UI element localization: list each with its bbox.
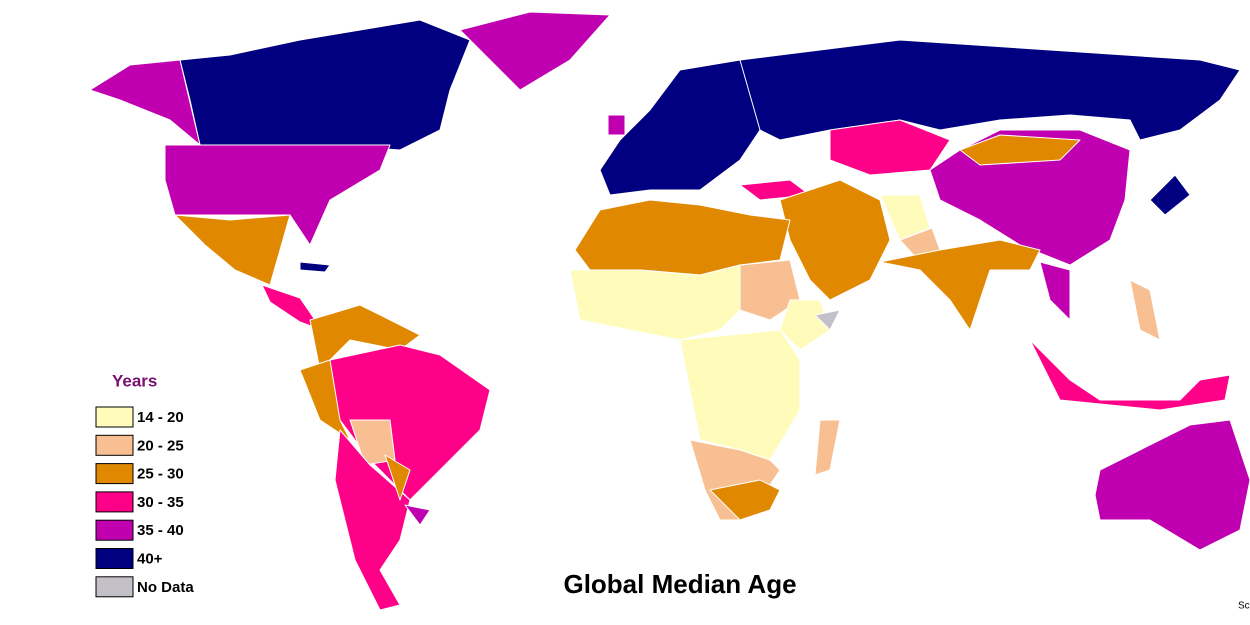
madagascar bbox=[814, 419, 841, 476]
peru bbox=[299, 359, 351, 441]
south-africa bbox=[709, 479, 781, 521]
indonesia bbox=[1029, 339, 1231, 411]
legend-label: 35 - 40 bbox=[137, 522, 184, 539]
australia bbox=[1094, 419, 1250, 551]
legend-swatch bbox=[95, 519, 134, 541]
central-africa bbox=[679, 329, 801, 461]
greenland bbox=[459, 11, 611, 91]
legend-label: 40+ bbox=[137, 550, 163, 567]
ethiopia bbox=[779, 299, 831, 351]
afghanistan bbox=[879, 194, 931, 241]
philippines bbox=[1129, 279, 1161, 341]
legend: 14 - 20 20 - 25 25 - 30 30 - 35 35 - 40 40+ No… bbox=[95, 406, 194, 598]
sudan bbox=[739, 259, 801, 321]
argentina-chile bbox=[334, 429, 411, 611]
usa bbox=[164, 144, 391, 246]
russia bbox=[739, 39, 1241, 141]
legend-label: 30 - 35 bbox=[137, 494, 184, 511]
middle-east bbox=[779, 179, 891, 301]
thailand bbox=[1039, 261, 1071, 321]
india bbox=[879, 239, 1041, 331]
legend-swatch bbox=[95, 548, 134, 569]
bolivia bbox=[349, 419, 396, 466]
west-africa bbox=[569, 264, 751, 341]
legend-swatch bbox=[95, 463, 134, 485]
legend-title: Years bbox=[112, 371, 157, 390]
legend-label: 14 - 20 bbox=[137, 409, 184, 426]
uruguay bbox=[404, 504, 431, 526]
united-kingdom bbox=[607, 114, 626, 136]
legend-swatch bbox=[95, 406, 134, 428]
japan bbox=[1149, 174, 1191, 216]
mexico bbox=[174, 214, 291, 286]
canada bbox=[179, 19, 471, 151]
legend-label: 25 - 30 bbox=[137, 466, 184, 483]
legend-swatch bbox=[95, 491, 134, 513]
legend-swatch bbox=[95, 434, 134, 456]
source-fragment: Sc bbox=[1238, 601, 1250, 612]
country-regions bbox=[89, 11, 1250, 611]
somalia bbox=[814, 309, 841, 331]
map-title: Global Median Age bbox=[563, 569, 796, 599]
legend-label: No Data bbox=[137, 579, 194, 596]
caribbean bbox=[299, 261, 331, 273]
legend-swatch bbox=[95, 576, 134, 598]
alaska bbox=[89, 59, 201, 146]
paraguay bbox=[384, 454, 411, 501]
mongolia bbox=[959, 134, 1081, 166]
legend-label: 20 - 25 bbox=[137, 437, 184, 454]
